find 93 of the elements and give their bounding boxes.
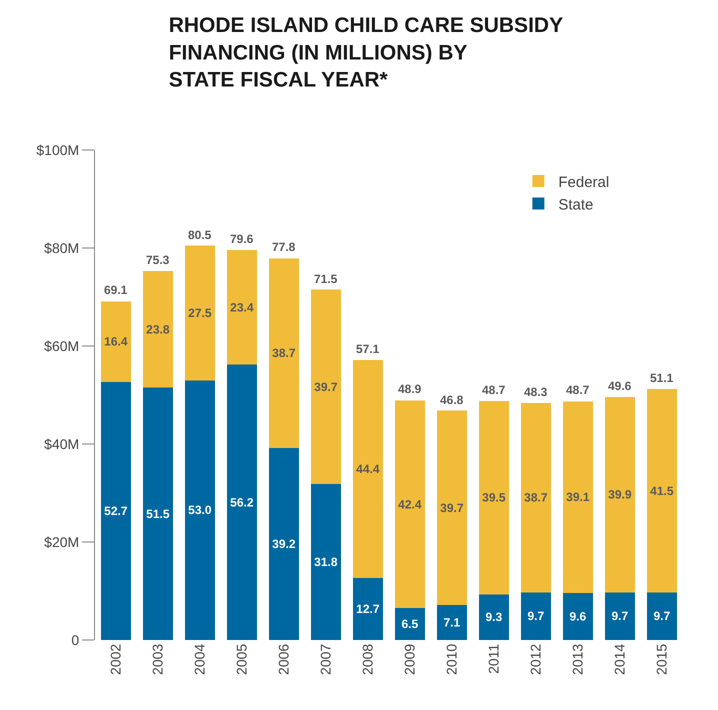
bar (562, 401, 594, 593)
bar (226, 250, 258, 365)
total-label: 49.6 (608, 379, 632, 393)
y-tick-label: $60M (44, 338, 80, 354)
total-label: 48.7 (482, 383, 506, 397)
total-label: 57.1 (356, 342, 380, 356)
bar (646, 592, 678, 640)
bar (394, 608, 426, 640)
total-label: 48.3 (524, 385, 548, 399)
bar (352, 360, 384, 578)
data-label: 9.7 (527, 609, 545, 624)
bar (142, 271, 174, 388)
total-label: 75.3 (146, 253, 170, 267)
data-label: 42.4 (398, 497, 422, 512)
x-tick-label: 2014 (612, 644, 628, 675)
bar (478, 594, 510, 640)
total-label: 77.8 (272, 240, 296, 254)
total-label: 80.5 (188, 228, 212, 242)
data-label: 39.7 (440, 500, 464, 515)
bar (436, 605, 468, 640)
data-label: 39.9 (608, 488, 632, 502)
data-label: 39.1 (566, 490, 590, 504)
data-label: 9.3 (485, 610, 503, 624)
data-label: 16.4 (104, 334, 128, 349)
data-label: 23.4 (230, 300, 254, 314)
x-tick-label: 2005 (234, 644, 250, 675)
y-tick-label: $100M (36, 142, 80, 158)
bar (646, 389, 678, 592)
x-tick-label: 2015 (654, 644, 670, 675)
data-label: 39.2 (272, 536, 296, 551)
x-tick-label: 2006 (276, 644, 292, 675)
total-label: 46.8 (440, 393, 464, 407)
data-label: 39.5 (482, 490, 506, 505)
data-label: 56.2 (230, 495, 254, 510)
legend-label: State (558, 196, 594, 214)
y-tick-label: $20M (44, 534, 80, 550)
bar (562, 592, 594, 640)
data-label: 53.0 (188, 503, 212, 518)
data-label: 7.1 (443, 616, 461, 630)
x-tick-label: 2002 (108, 644, 124, 675)
legend-label: Federal (558, 174, 610, 191)
total-label: 48.9 (398, 382, 422, 396)
data-label: 41.5 (650, 484, 674, 498)
bar (268, 258, 300, 448)
x-tick-label: 2012 (528, 644, 544, 675)
data-label: 9.6 (569, 609, 587, 624)
bar (604, 396, 636, 592)
bar (310, 484, 342, 640)
bar (520, 402, 552, 592)
bar (436, 410, 468, 606)
total-label: 48.7 (566, 383, 590, 397)
data-label: 52.7 (104, 504, 128, 518)
bar (520, 592, 552, 640)
total-label: 79.6 (230, 232, 254, 246)
data-label: 12.7 (356, 602, 380, 616)
bar (310, 290, 342, 484)
total-label: 71.5 (314, 272, 338, 286)
y-tick-label: 0 (71, 632, 80, 648)
data-label: 27.5 (188, 306, 212, 320)
y-tick-label: $80M (44, 240, 80, 256)
total-label: 69.1 (104, 283, 128, 297)
y-tick-label: $40M (44, 436, 80, 452)
x-tick-label: 2009 (402, 644, 418, 675)
data-label: 51.5 (146, 506, 170, 521)
data-label: 9.7 (611, 609, 629, 624)
bar (226, 364, 258, 640)
x-tick-label: 2007 (318, 644, 334, 675)
x-tick-label: 2013 (570, 644, 586, 675)
chart-title: RHODE ISLAND CHILD CARE SUBSIDY FINANCING (IN MILLIONS) BY STATE FISCAL YEAR* (168, 14, 564, 92)
data-label: 9.7 (653, 609, 671, 624)
data-label: 23.8 (146, 322, 170, 336)
x-tick-label: 2004 (192, 644, 208, 675)
bar (184, 246, 216, 380)
x-tick-label: 2003 (150, 644, 166, 675)
bar (184, 380, 216, 640)
bar (100, 301, 132, 382)
data-label: 39.7 (314, 380, 338, 394)
data-label: 6.5 (401, 617, 419, 632)
total-label: 51.1 (650, 371, 674, 385)
bar (268, 448, 300, 640)
data-label: 31.8 (314, 555, 338, 570)
bar (142, 388, 174, 640)
data-label: 38.7 (272, 346, 296, 360)
bar (478, 400, 510, 594)
bar (604, 592, 636, 640)
bar (100, 382, 132, 640)
x-tick-label: 2011 (486, 644, 502, 674)
x-tick-label: 2010 (444, 644, 460, 675)
data-label: 44.4 (356, 462, 380, 476)
bar (394, 400, 426, 608)
x-tick-label: 2008 (360, 644, 376, 675)
bar (352, 578, 384, 640)
data-label: 38.7 (524, 490, 548, 505)
